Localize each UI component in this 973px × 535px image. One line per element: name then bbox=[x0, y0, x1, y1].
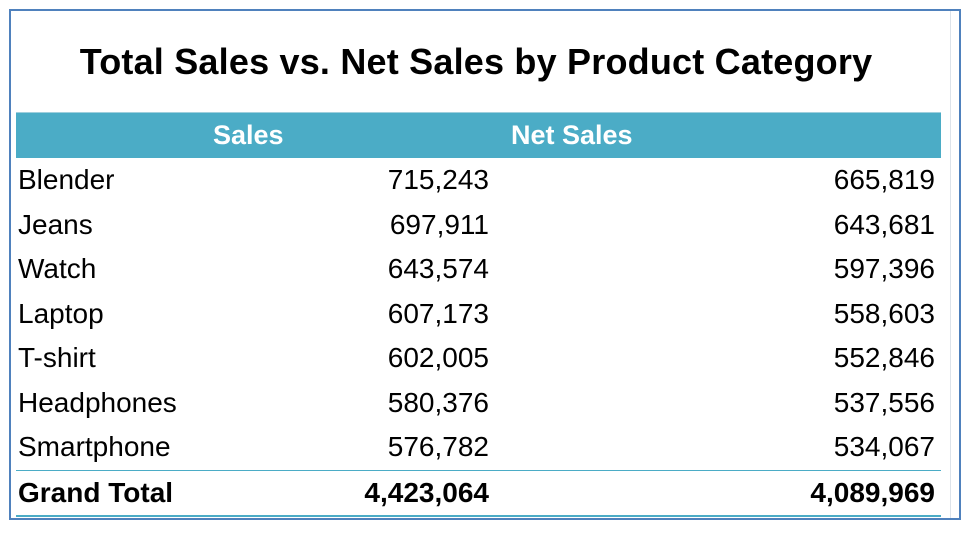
sales-cell[interactable]: 715,243 bbox=[387, 164, 489, 196]
gridline bbox=[950, 11, 951, 518]
net-sales-cell[interactable]: 558,603 bbox=[833, 297, 935, 329]
category-cell[interactable]: T-shirt bbox=[18, 342, 96, 374]
header-row: Sales Net Sales bbox=[16, 112, 941, 158]
sales-cell[interactable]: 602,005 bbox=[387, 342, 489, 374]
sales-cell[interactable]: 607,173 bbox=[387, 297, 489, 329]
grand-total-sales[interactable]: 4,423,064 bbox=[364, 476, 489, 508]
table-row[interactable]: Laptop 607,173 558,603 bbox=[16, 292, 941, 337]
grand-total-net-sales[interactable]: 4,089,969 bbox=[810, 476, 935, 508]
sales-cell[interactable]: 697,911 bbox=[389, 208, 489, 240]
table-row[interactable]: Smartphone 576,782 534,067 bbox=[16, 425, 941, 470]
table-row[interactable]: Blender 715,243 665,819 bbox=[16, 158, 941, 203]
table-row[interactable]: Watch 643,574 597,396 bbox=[16, 247, 941, 292]
net-sales-cell[interactable]: 552,846 bbox=[833, 342, 935, 374]
table-row[interactable]: T-shirt 602,005 552,846 bbox=[16, 336, 941, 381]
category-cell[interactable]: Blender bbox=[18, 164, 115, 196]
sales-cell[interactable]: 643,574 bbox=[387, 253, 489, 285]
net-sales-cell[interactable]: 665,819 bbox=[833, 164, 935, 196]
sales-cell[interactable]: 580,376 bbox=[387, 386, 489, 418]
net-sales-cell[interactable]: 537,556 bbox=[833, 386, 935, 418]
net-sales-cell[interactable]: 534,067 bbox=[833, 431, 935, 463]
header-sales[interactable]: Sales bbox=[213, 120, 284, 150]
grand-total-row[interactable]: Grand Total 4,423,064 4,089,969 bbox=[16, 469, 941, 517]
grand-total-label[interactable]: Grand Total bbox=[18, 476, 174, 508]
sales-table-frame: Total Sales vs. Net Sales by Product Cat… bbox=[9, 9, 961, 520]
table-title: Total Sales vs. Net Sales by Product Cat… bbox=[79, 40, 873, 82]
header-net-sales[interactable]: Net Sales bbox=[511, 120, 633, 150]
table-row[interactable]: Jeans 697,911 643,681 bbox=[16, 203, 941, 248]
sales-cell[interactable]: 576,782 bbox=[387, 431, 489, 463]
category-cell[interactable]: Laptop bbox=[18, 297, 104, 329]
category-cell[interactable]: Jeans bbox=[18, 208, 93, 240]
table-row[interactable]: Headphones 580,376 537,556 bbox=[16, 381, 941, 426]
category-cell[interactable]: Smartphone bbox=[18, 431, 171, 463]
net-sales-cell[interactable]: 643,681 bbox=[833, 208, 935, 240]
pivot-table: Sales Net Sales Blender 715,243 665,819 … bbox=[16, 112, 941, 517]
net-sales-cell[interactable]: 597,396 bbox=[833, 253, 935, 285]
category-cell[interactable]: Watch bbox=[18, 253, 97, 285]
category-cell[interactable]: Headphones bbox=[18, 386, 177, 418]
